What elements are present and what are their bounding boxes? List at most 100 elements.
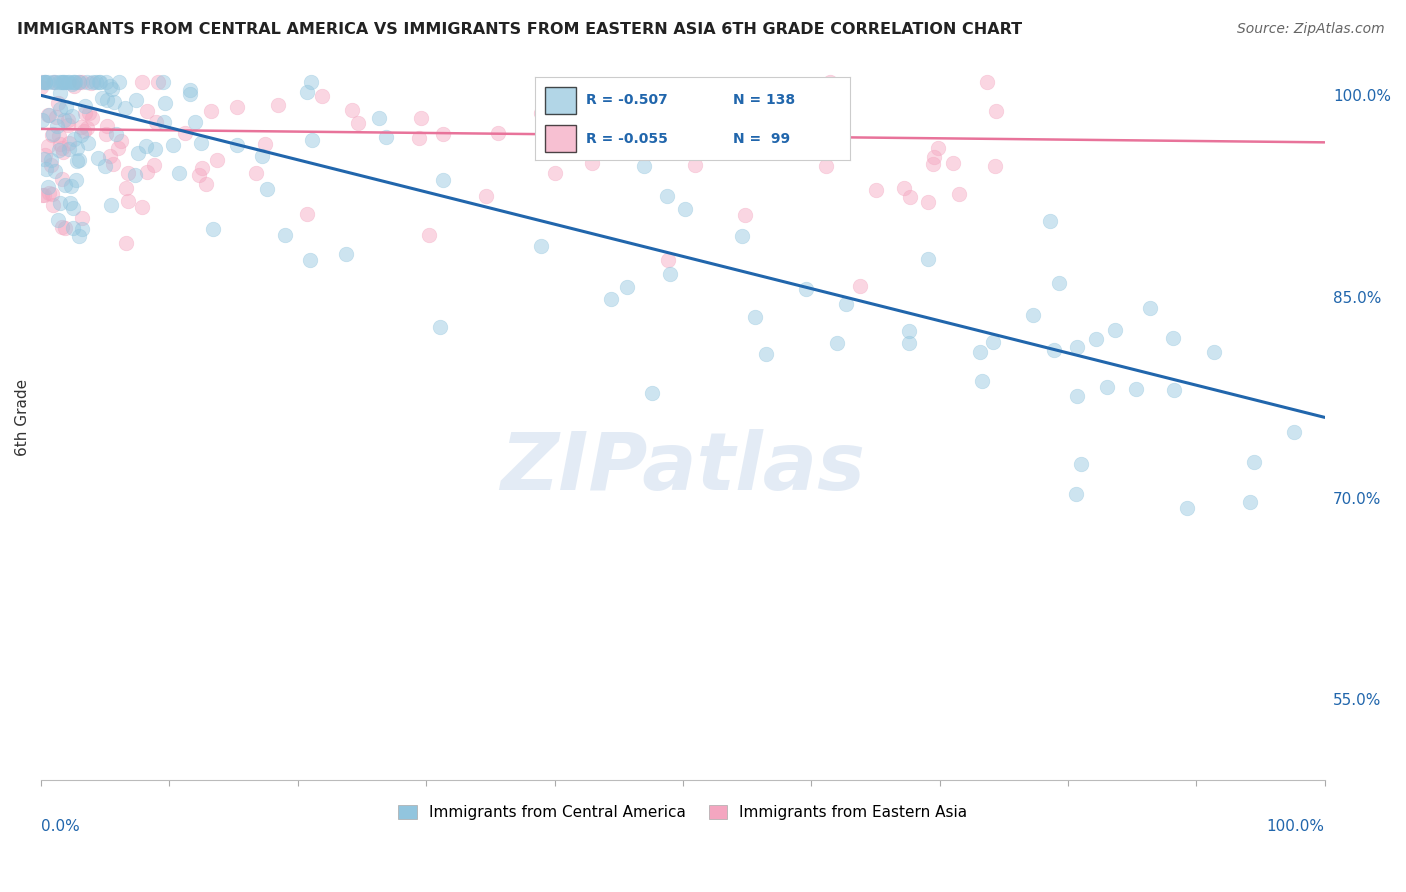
Point: [100, 78, 122, 93]
Point: [922, 150, 945, 164]
Point: [45, 110, 67, 124]
Text: 100.0%: 100.0%: [1267, 820, 1324, 835]
Point: [849, 279, 872, 293]
Point: [347, 115, 370, 129]
Point: [794, 282, 817, 296]
Point: [655, 189, 678, 203]
Point: [685, 158, 707, 172]
Point: [46, 213, 69, 227]
Text: ZIPatlas: ZIPatlas: [501, 429, 865, 507]
Point: [418, 228, 440, 243]
Point: [69, 75, 91, 89]
Point: [48, 75, 70, 89]
Point: [190, 136, 212, 151]
Point: [1066, 340, 1088, 354]
Point: [52, 75, 75, 89]
Point: [70, 222, 93, 236]
Point: [301, 132, 323, 146]
Point: [1243, 455, 1265, 469]
Point: [152, 75, 174, 89]
Point: [600, 292, 623, 306]
Point: [42, 75, 65, 89]
Point: [52, 75, 75, 89]
Point: [202, 222, 225, 236]
Point: [948, 187, 970, 202]
Point: [922, 157, 945, 171]
Point: [162, 138, 184, 153]
Point: [114, 102, 136, 116]
Point: [657, 252, 679, 267]
Point: [153, 96, 176, 111]
Point: [51, 141, 73, 155]
Point: [53, 75, 76, 89]
Point: [131, 75, 153, 89]
Point: [66, 154, 89, 169]
Point: [89, 75, 111, 89]
Point: [59, 196, 82, 211]
Point: [41, 187, 63, 202]
Point: [58, 75, 80, 89]
Point: [96, 94, 118, 108]
Point: [42, 75, 65, 89]
Point: [486, 126, 509, 140]
Point: [136, 165, 159, 179]
Point: [51, 145, 73, 159]
Point: [267, 98, 290, 112]
Point: [675, 202, 697, 217]
Point: [56, 113, 79, 128]
Legend: Immigrants from Central America, Immigrants from Eastern Asia: Immigrants from Central America, Immigra…: [392, 799, 973, 826]
Point: [31, 187, 53, 202]
Point: [37, 75, 59, 89]
Point: [335, 247, 357, 261]
Point: [131, 200, 153, 214]
Point: [49, 137, 72, 152]
Point: [659, 268, 682, 282]
Point: [606, 122, 628, 136]
Point: [89, 75, 111, 89]
Point: [274, 228, 297, 243]
Point: [65, 75, 87, 89]
Point: [530, 239, 553, 253]
Point: [633, 160, 655, 174]
Point: [972, 374, 994, 388]
Point: [340, 103, 363, 117]
Point: [898, 190, 921, 204]
Point: [865, 183, 887, 197]
Point: [606, 145, 628, 159]
Point: [544, 166, 567, 180]
Point: [73, 99, 96, 113]
Point: [70, 75, 93, 89]
Point: [744, 310, 766, 325]
Point: [142, 158, 165, 172]
Point: [51, 220, 73, 235]
Point: [80, 76, 103, 90]
Point: [1163, 383, 1185, 397]
Point: [1066, 389, 1088, 403]
Point: [38, 108, 60, 122]
Point: [96, 75, 118, 89]
Point: [31, 113, 53, 128]
Point: [34, 75, 56, 89]
Point: [58, 75, 80, 89]
Point: [37, 108, 59, 122]
Point: [34, 75, 56, 89]
Point: [115, 235, 138, 250]
Point: [66, 141, 89, 155]
Point: [42, 127, 65, 141]
Point: [76, 75, 98, 89]
Point: [35, 161, 58, 176]
Point: [41, 153, 63, 168]
Point: [754, 347, 776, 361]
Point: [51, 75, 73, 89]
Point: [734, 208, 756, 222]
Point: [67, 153, 90, 168]
Point: [737, 145, 759, 159]
Point: [179, 83, 201, 97]
Point: [205, 153, 228, 168]
Point: [38, 186, 60, 201]
Point: [299, 252, 322, 267]
Point: [41, 158, 63, 172]
Point: [1047, 276, 1070, 290]
Point: [77, 136, 100, 150]
Point: [32, 188, 55, 202]
